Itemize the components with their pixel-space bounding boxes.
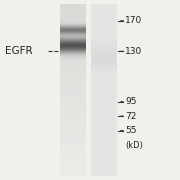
Text: 55: 55 — [125, 126, 137, 135]
Text: EGFR: EGFR — [5, 46, 33, 56]
Text: 72: 72 — [125, 112, 136, 121]
Text: 170: 170 — [125, 16, 142, 25]
Text: 95: 95 — [125, 97, 137, 106]
Text: 130: 130 — [125, 47, 142, 56]
Text: (kD): (kD) — [125, 141, 143, 150]
